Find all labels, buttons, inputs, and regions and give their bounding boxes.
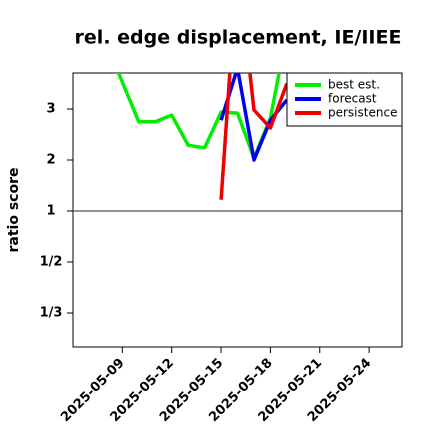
y-tick-label: 1/2	[40, 254, 63, 269]
series-line	[116, 73, 281, 160]
y-tick-label: 1/3	[40, 305, 63, 320]
legend-label: persistence	[328, 106, 397, 120]
series-line	[219, 73, 289, 200]
y-tick-label: 1	[46, 203, 55, 218]
plot-lines	[116, 73, 289, 200]
chart-title: rel. edge displacement, IE/IIEE	[75, 27, 402, 49]
y-tick-label: 2	[46, 152, 55, 167]
legend-label: best est.	[328, 78, 380, 92]
y-axis-label: ratio score	[6, 168, 22, 253]
y-tick-label: 3	[46, 102, 55, 117]
legend-label: forecast	[328, 92, 377, 106]
